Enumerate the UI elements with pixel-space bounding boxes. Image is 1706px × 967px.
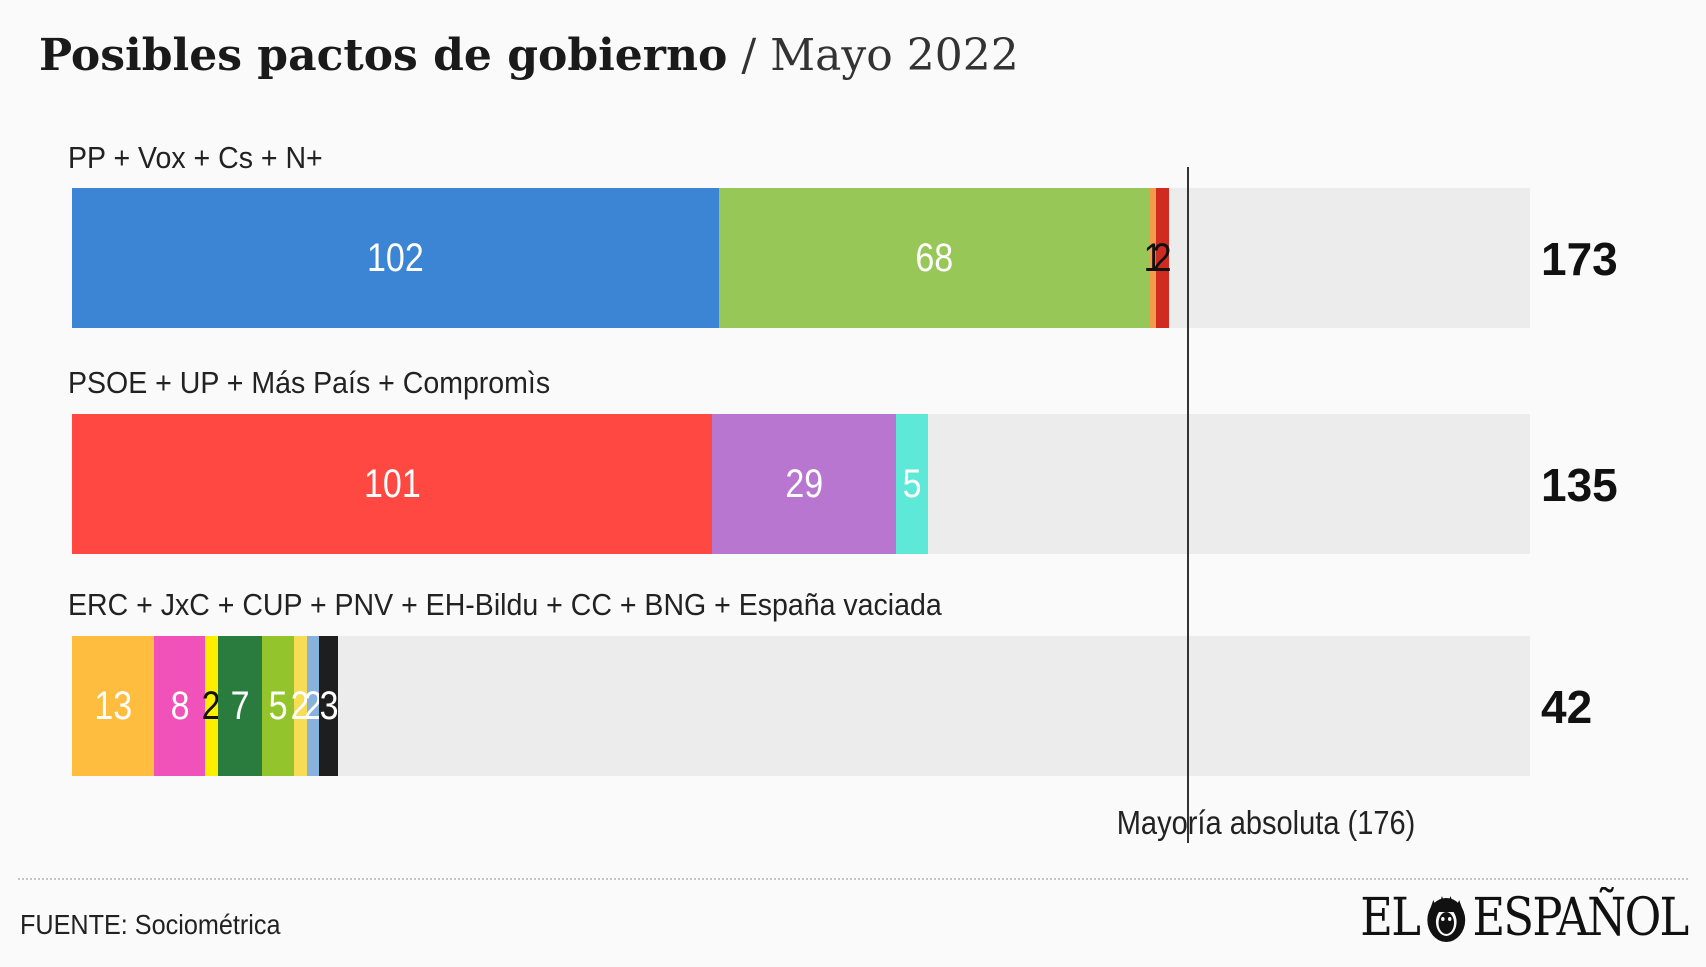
coalition-total: 135 — [1541, 459, 1618, 511]
majority-threshold-line — [1186, 167, 1189, 843]
lion-emblem-icon — [1427, 896, 1466, 942]
coalition-label: PSOE + UP + Más País + Compromìs — [68, 365, 551, 400]
chart-title-date: Mayo 2022 — [770, 30, 1019, 81]
bar-segment-up: 29 — [712, 414, 897, 554]
bar-segment-erc: 13 — [72, 636, 155, 776]
segment-value-label: 7 — [230, 684, 250, 728]
logo-text-right: ESPAÑOL — [1472, 888, 1690, 948]
segment-value-label: 5 — [902, 462, 922, 506]
coalition-total: 42 — [1541, 681, 1593, 733]
bar-segment-jxc: 8 — [154, 636, 206, 776]
segment-value-label: 29 — [785, 462, 824, 506]
source-note: FUENTE: Sociométrica — [20, 909, 281, 940]
bar-track: 102 68 1 2 — [72, 188, 1530, 328]
bar-segment-vox: 68 — [718, 188, 1150, 328]
coalition-total: 173 — [1541, 233, 1618, 285]
segment-value-label: 2 — [290, 684, 310, 728]
coalition-label: PP + Vox + Cs + N+ — [68, 140, 323, 175]
bar-segment-bng: 2 — [303, 636, 322, 776]
chart-title-main: Posibles pactos de gobierno — [39, 30, 728, 81]
el-espanol-logo: EL ESPAÑOL — [1360, 888, 1690, 948]
bar-segment-m-s-pa-s: 5 — [896, 414, 928, 554]
footer-divider — [18, 878, 1688, 880]
majority-threshold-label: Mayoría absoluta (176) — [1116, 804, 1415, 841]
segment-value-label: 2 — [201, 684, 221, 728]
bar-segment-pp: 102 — [72, 188, 719, 328]
bar-segment-pnv: 7 — [217, 636, 263, 776]
segment-value-label: 3 — [319, 684, 339, 728]
bar-segment-cc: 2 — [290, 636, 310, 776]
logo-text-left: EL — [1360, 888, 1422, 948]
segment-value-label: 102 — [366, 236, 424, 280]
coalition-label: ERC + JxC + CUP + PNV + EH-Bildu + CC + … — [68, 587, 942, 622]
segment-value-label: 2 — [303, 684, 323, 728]
segment-value-label: 8 — [170, 684, 190, 728]
bar-segment-psoe: 101 — [72, 414, 713, 554]
bar-track: 101 29 5 — [72, 414, 1530, 554]
chart-title-separator: / — [727, 30, 771, 81]
segment-value-label: 13 — [94, 684, 133, 728]
segment-value-label: 68 — [915, 236, 954, 280]
chart-title: Posibles pactos de gobierno / Mayo 2022 — [39, 26, 1019, 86]
segment-value-label: 5 — [268, 684, 288, 728]
bar-track: 13 8 2 7 5 2 2 3 — [72, 636, 1530, 776]
segment-value-label: 101 — [363, 462, 421, 506]
bar-segment-cup: 2 — [201, 636, 221, 776]
segment-value-label: 2 — [1152, 236, 1172, 280]
bar-segment-eh-bildu: 5 — [262, 636, 294, 776]
bar-segment-espa-a-vaciada: 3 — [319, 636, 339, 776]
bar-segment-n-: 2 — [1152, 188, 1172, 328]
